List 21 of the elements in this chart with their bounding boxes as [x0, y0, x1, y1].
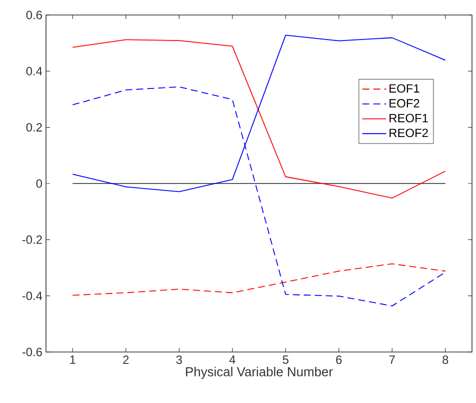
x-tick-label: 4: [229, 356, 236, 364]
legend-label: EOF1: [390, 84, 420, 93]
y-tick-label: 0.4: [26, 66, 42, 76]
y-tick-label: -0.4: [22, 292, 42, 300]
x-axis-title: Physical Variable Number: [186, 366, 333, 379]
x-tick-label: 1: [70, 356, 76, 364]
x-tick-label: 5: [282, 356, 288, 364]
legend-label: REOF1: [390, 114, 428, 122]
y-tick-label: -0.2: [22, 235, 42, 244]
x-tick-label: 6: [336, 356, 342, 364]
y-tick-label: 0.2: [26, 123, 42, 132]
legend-label: EOF2: [390, 99, 420, 108]
x-tick-label: 8: [442, 356, 448, 364]
x-tick-label: 3: [176, 356, 182, 364]
line-series: [72, 263, 446, 296]
y-tick-label: -0.6: [22, 348, 42, 356]
y-tick-label: 0: [36, 179, 42, 188]
y-tick-label: 0.6: [26, 10, 42, 20]
x-tick-label: 2: [123, 356, 129, 364]
x-tick-label: 7: [389, 356, 395, 364]
legend-label: REOF2: [390, 128, 428, 138]
